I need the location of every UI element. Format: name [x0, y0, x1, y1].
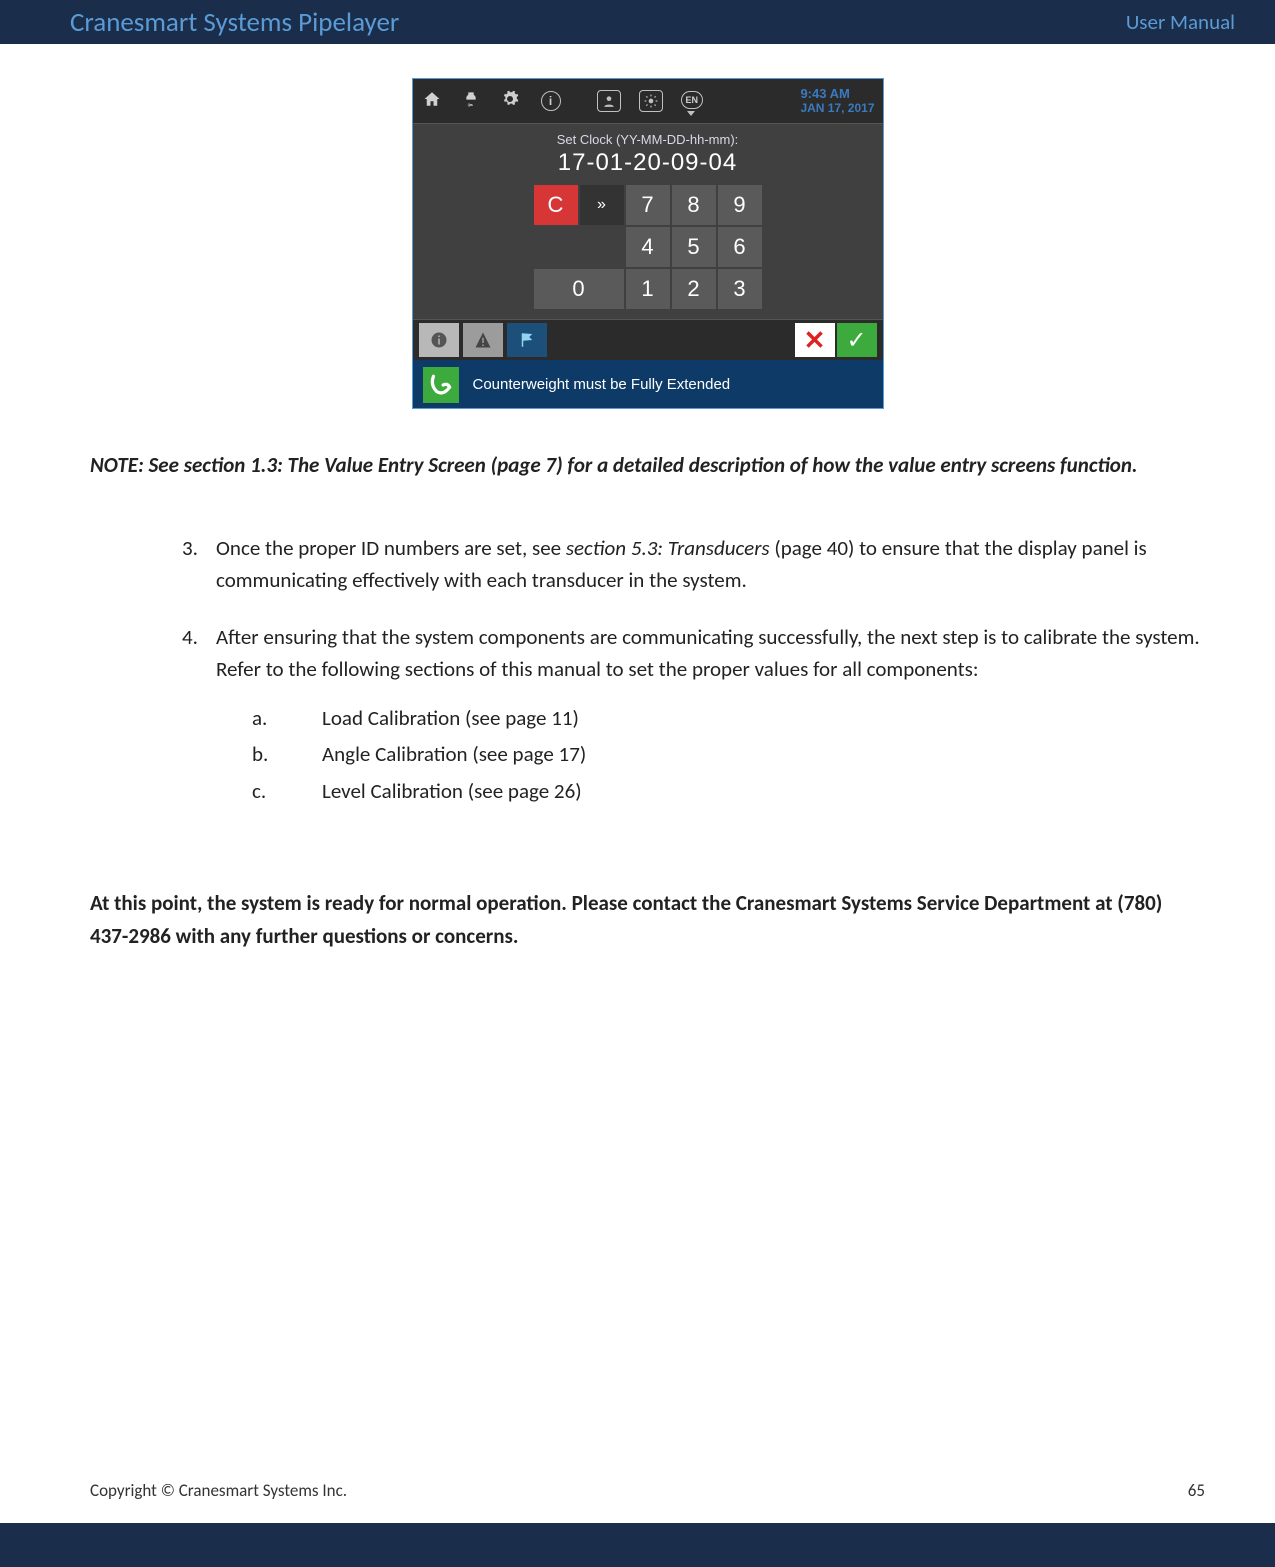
screenshot-body: Set Clock (YY-MM-DD-hh-mm): 17-01-20-09-…	[413, 123, 883, 320]
user-icon[interactable]	[597, 90, 621, 112]
screenshot-message-bar: Counterweight must be Fully Extended	[413, 360, 883, 408]
bottom-bar	[0, 1523, 1275, 1567]
alert-warning-button[interactable]	[463, 323, 503, 357]
status-message: Counterweight must be Fully Extended	[473, 376, 731, 393]
clock-display: 9:43 AM JAN 17, 2017	[800, 87, 874, 114]
clock-date: JAN 17, 2017	[800, 102, 874, 115]
clock-entry-label: Set Clock (YY-MM-DD-hh-mm):	[413, 132, 883, 149]
alert-info-button[interactable]	[419, 323, 459, 357]
list-item-4: 4. After ensuring that the system compon…	[182, 621, 1205, 812]
embedded-screenshot-wrap: c i EN	[90, 78, 1205, 409]
page-number: 65	[1188, 1480, 1205, 1501]
page-footer: Copyright © Cranesmart Systems Inc. 65	[90, 1480, 1205, 1501]
copyright-text: Copyright © Cranesmart Systems Inc.	[90, 1480, 347, 1501]
item4-text: After ensuring that the system component…	[216, 624, 1200, 683]
keypad: C » 7 8 9 4 5 6 0 1 2 3	[413, 185, 883, 319]
cart-icon[interactable]: c	[463, 90, 479, 113]
sub-text: Level Calibration (see page 26)	[322, 775, 582, 808]
key-2[interactable]: 2	[672, 269, 716, 309]
closing-paragraph: At this point, the system is ready for n…	[90, 887, 1205, 952]
flag-button[interactable]	[507, 323, 547, 357]
confirm-button[interactable]: ✓	[837, 323, 877, 357]
gear-icon[interactable]	[501, 90, 519, 113]
sub-letter: c.	[252, 775, 322, 808]
clock-time: 9:43 AM	[800, 87, 874, 101]
list-number: 3.	[182, 532, 216, 597]
numbered-list: 3. Once the proper ID numbers are set, s…	[182, 532, 1205, 812]
key-next[interactable]: »	[580, 185, 624, 225]
sub-text: Load Calibration (see page 11)	[322, 702, 579, 735]
key-3[interactable]: 3	[718, 269, 762, 309]
status-badge	[423, 367, 459, 403]
item3-ital: section 5.3: Transducers	[566, 535, 770, 561]
home-icon[interactable]	[423, 90, 441, 113]
key-4[interactable]: 4	[626, 227, 670, 267]
note-paragraph: NOTE: See section 1.3: The Value Entry S…	[90, 449, 1205, 482]
key-clear[interactable]: C	[534, 185, 578, 225]
key-6[interactable]: 6	[718, 227, 762, 267]
key-0[interactable]: 0	[534, 269, 624, 309]
sub-list: a. Load Calibration (see page 11) b. Ang…	[252, 702, 1205, 808]
list-number: 4.	[182, 621, 216, 812]
info-icon[interactable]: i	[541, 91, 561, 111]
list-body: After ensuring that the system component…	[216, 621, 1205, 812]
key-8[interactable]: 8	[672, 185, 716, 225]
brightness-icon[interactable]	[639, 90, 663, 112]
list-item-3: 3. Once the proper ID numbers are set, s…	[182, 532, 1205, 597]
screenshot-button-row: ✕ ✓	[413, 320, 883, 360]
key-7[interactable]: 7	[626, 185, 670, 225]
key-1[interactable]: 1	[626, 269, 670, 309]
topbar-icon-group: c i EN	[423, 90, 704, 113]
page-content: c i EN	[0, 44, 1275, 952]
cancel-button[interactable]: ✕	[795, 323, 835, 357]
item3-pre: Once the proper ID numbers are set, see	[216, 535, 566, 561]
screenshot-topbar: c i EN	[413, 79, 883, 123]
sub-letter: b.	[252, 738, 322, 771]
key-empty	[534, 227, 578, 267]
sub-letter: a.	[252, 702, 322, 735]
key-5[interactable]: 5	[672, 227, 716, 267]
svg-text:c: c	[467, 102, 470, 108]
language-icon[interactable]: EN	[681, 90, 704, 112]
key-9[interactable]: 9	[718, 185, 762, 225]
page-header: Cranesmart Systems Pipelayer User Manual	[0, 0, 1275, 44]
list-body: Once the proper ID numbers are set, see …	[216, 532, 1205, 597]
clock-entry-value: 17-01-20-09-04	[413, 149, 883, 185]
sub-text: Angle Calibration (see page 17)	[322, 738, 586, 771]
header-title: Cranesmart Systems Pipelayer	[70, 6, 399, 39]
sub-item-a: a. Load Calibration (see page 11)	[252, 702, 1205, 735]
key-empty	[580, 227, 624, 267]
device-screenshot: c i EN	[412, 78, 884, 409]
sub-item-b: b. Angle Calibration (see page 17)	[252, 738, 1205, 771]
header-doc-label: User Manual	[1126, 9, 1235, 35]
sub-item-c: c. Level Calibration (see page 26)	[252, 775, 1205, 808]
